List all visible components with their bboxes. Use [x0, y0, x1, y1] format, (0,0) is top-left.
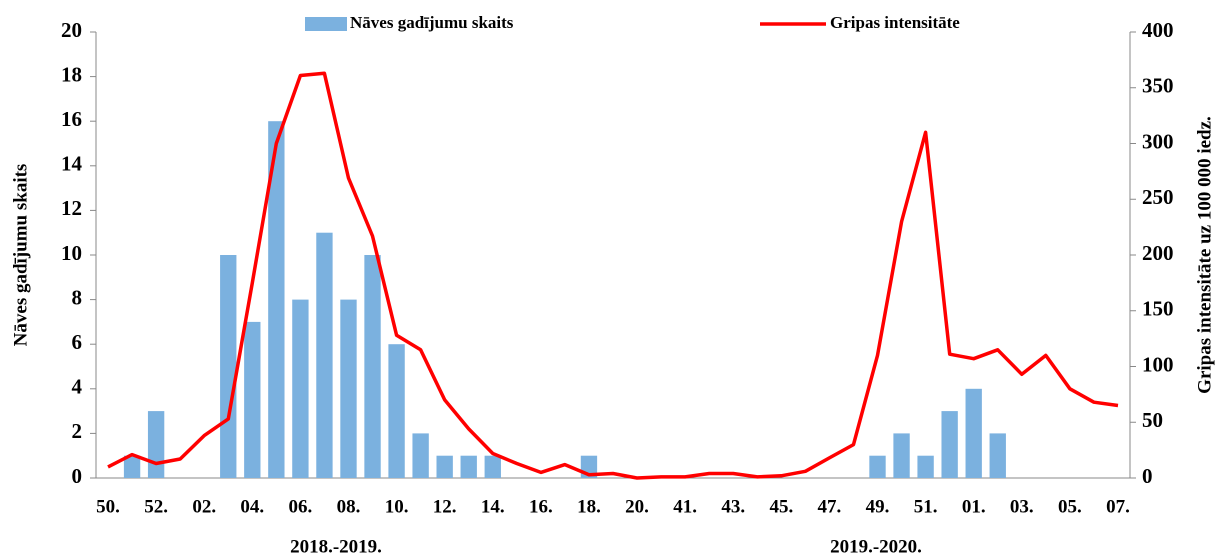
y2-tick-label: 300: [1142, 129, 1174, 153]
x-tick-label: 49.: [866, 496, 890, 517]
bar: [941, 411, 958, 478]
bar: [965, 388, 982, 478]
season-label: 2018.-2019.: [290, 536, 382, 557]
y-tick-label: 8: [72, 285, 83, 309]
bar: [869, 455, 886, 478]
y2-tick-label: 200: [1142, 241, 1174, 265]
y-tick-label: 12: [61, 196, 82, 220]
y-tick-label: 4: [72, 375, 83, 399]
y-tick-label: 0: [72, 464, 83, 488]
bar: [388, 344, 405, 478]
x-tick-label: 01.: [962, 496, 986, 517]
x-tick-label: 07.: [1106, 496, 1130, 517]
x-tick-label: 50.: [96, 496, 120, 517]
y2-tick-label: 400: [1142, 18, 1174, 42]
x-tick-label: 52.: [144, 496, 168, 517]
bar: [268, 121, 285, 478]
bar: [123, 455, 141, 478]
x-tick-label: 14.: [481, 496, 505, 517]
y-axis-title: Nāves gadījumu skaits: [10, 164, 31, 347]
bar: [147, 411, 165, 478]
bar: [340, 299, 357, 478]
bar: [244, 321, 261, 478]
legend-label: Gripas intensitāte: [830, 13, 960, 32]
x-tick-label: 41.: [673, 496, 697, 517]
bar: [364, 255, 381, 478]
x-tick-label: 43.: [721, 496, 745, 517]
bar: [484, 455, 501, 478]
bar: [220, 255, 237, 478]
x-tick-label: 02.: [192, 496, 216, 517]
bar: [436, 455, 453, 478]
y2-tick-label: 350: [1142, 74, 1174, 98]
x-tick-label: 45.: [769, 496, 793, 517]
x-tick-label: 16.: [529, 496, 553, 517]
y-tick-label: 18: [61, 62, 82, 86]
y2-tick-label: 0: [1142, 464, 1153, 488]
y2-tick-label: 100: [1142, 352, 1174, 376]
line: [107, 71, 1119, 480]
y2-axis-title: Gripas intensitāte uz 100 000 iedz.: [1194, 116, 1215, 394]
bar: [460, 455, 477, 478]
legend-label: Nāves gadījumu skaits: [350, 13, 514, 32]
legend-swatch: [305, 17, 347, 31]
y-tick-label: 14: [61, 152, 83, 176]
x-tick-label: 18.: [577, 496, 601, 517]
y-tick-label: 2: [72, 419, 83, 443]
season-label: 2019.-2020.: [830, 536, 922, 557]
bar: [316, 232, 333, 478]
y-tick-label: 10: [61, 241, 82, 265]
x-tick-label: 10.: [385, 496, 409, 517]
x-tick-label: 51.: [914, 496, 938, 517]
bar: [893, 433, 910, 478]
bar: [412, 433, 429, 478]
x-tick-label: 08.: [337, 496, 361, 517]
y-tick-label: 20: [61, 18, 82, 42]
x-tick-label: 03.: [1010, 496, 1034, 517]
x-tick-label: 05.: [1058, 496, 1082, 517]
x-tick-label: 12.: [433, 496, 457, 517]
bar: [292, 299, 309, 478]
y-tick-label: 6: [72, 330, 83, 354]
y2-tick-label: 250: [1142, 185, 1174, 209]
x-tick-label: 04.: [240, 496, 264, 517]
x-tick-label: 47.: [818, 496, 842, 517]
x-tick-label: 06.: [289, 496, 313, 517]
y-tick-label: 16: [61, 107, 82, 131]
x-tick-label: 20.: [625, 496, 649, 517]
bar: [989, 433, 1006, 478]
y2-tick-label: 50: [1142, 408, 1163, 432]
bar: [917, 455, 934, 478]
y2-tick-label: 150: [1142, 297, 1174, 321]
